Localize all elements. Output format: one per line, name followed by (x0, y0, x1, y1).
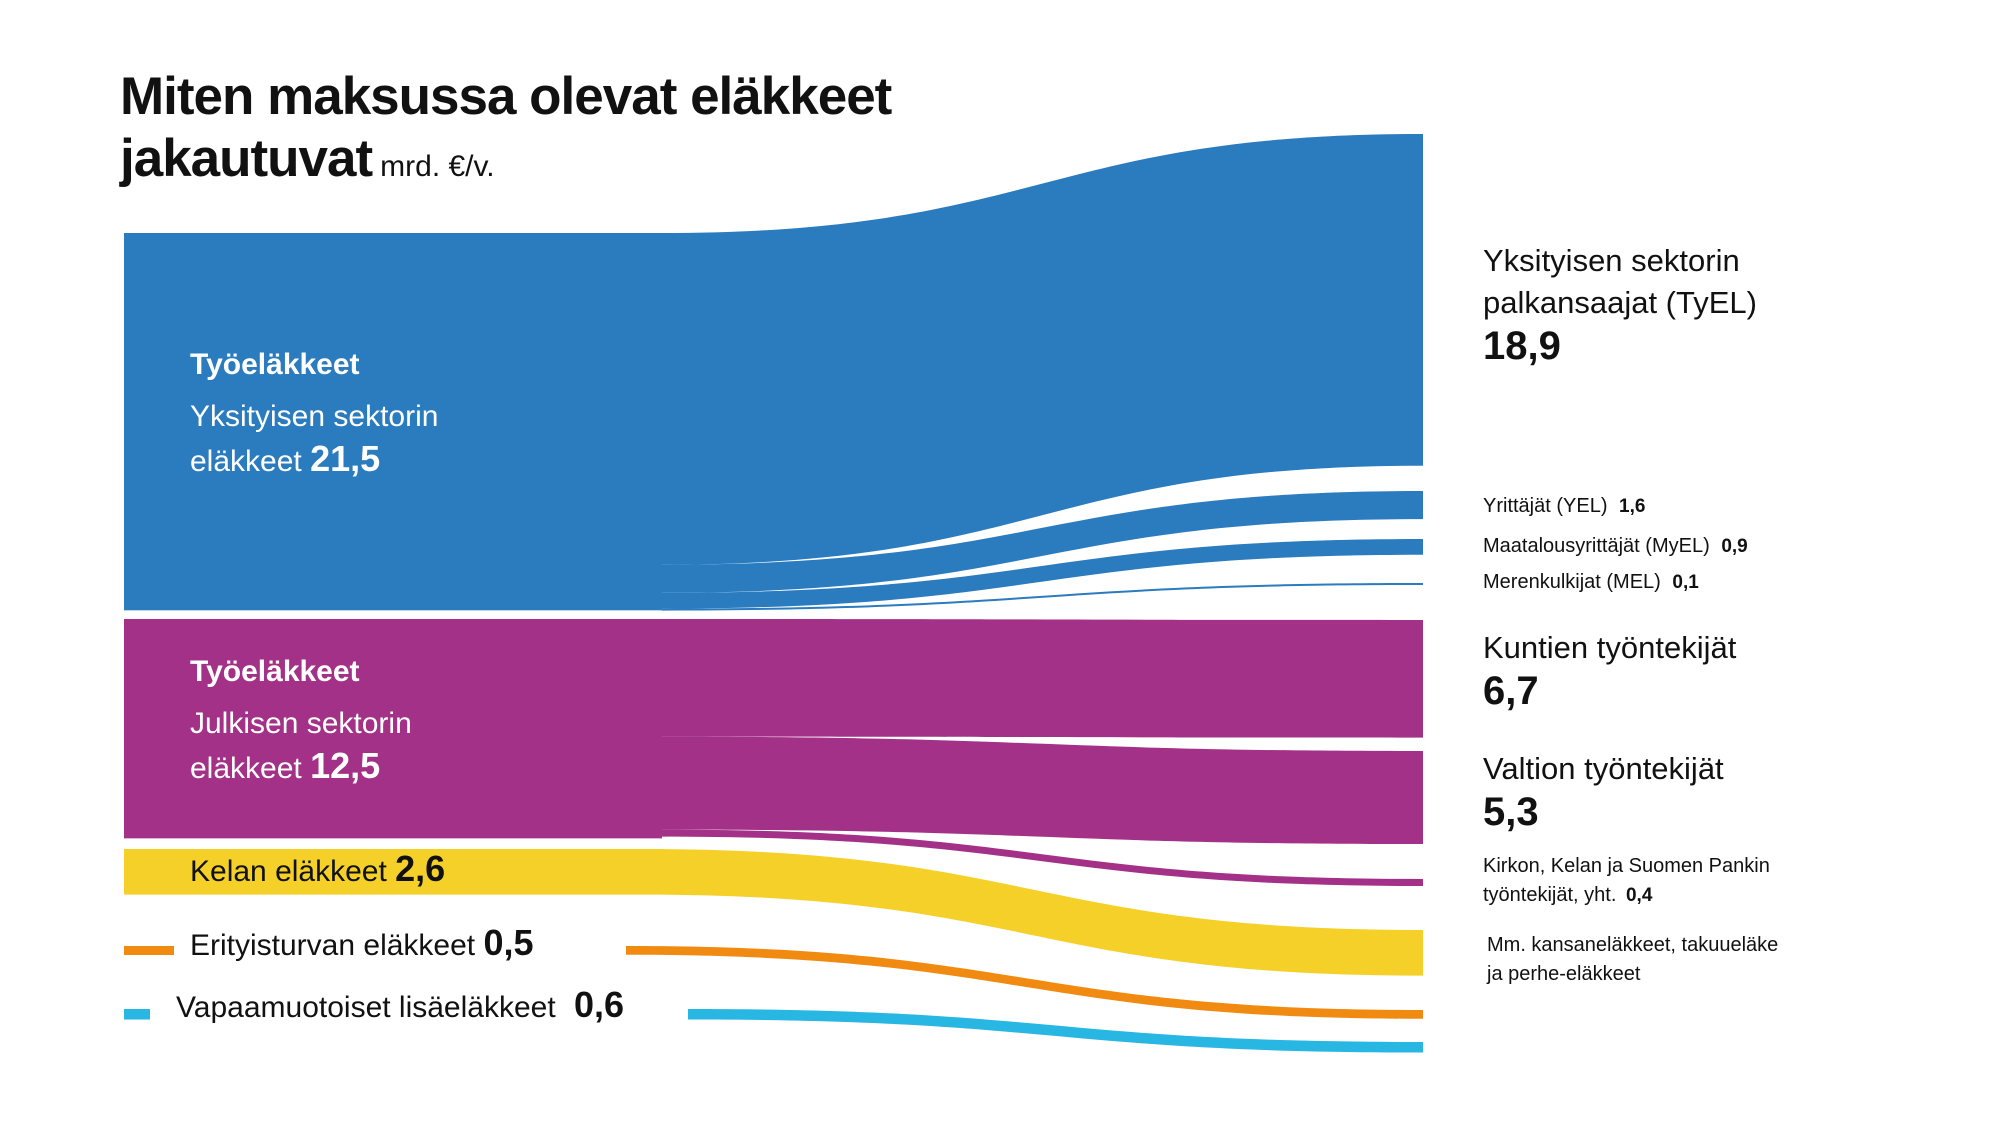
source-value-private: 21,5 (310, 438, 381, 479)
target-label-yel: Yrittäjät (YEL) 1,6 (1483, 492, 1645, 521)
flow-kirkko (662, 829, 1423, 887)
source-value-special: 0,5 (483, 922, 534, 963)
title-line-2: jakautuvat mrd. €/v. (120, 128, 891, 198)
target-label-tyel: Yksityisen sektorin palkansaajat (TyEL) … (1483, 240, 1757, 368)
flow-yel (662, 491, 1423, 593)
target-name-myel: Maatalousyrittäjät (MyEL) (1483, 535, 1710, 557)
flow-tyel (662, 134, 1423, 565)
target-name-yel: Yrittäjät (YEL) (1483, 495, 1608, 517)
source-name-special: Erityisturvan eläkkeet (190, 929, 476, 962)
source-label-special: Erityisturvan eläkkeet 0,5 (190, 922, 534, 964)
target-label-valtio: Valtion työntekijät 5,3 (1483, 748, 1724, 834)
target-value-valtio: 5,3 (1483, 790, 1539, 834)
target-label-myel: Maatalousyrittäjät (MyEL) 0,9 (1483, 532, 1748, 561)
target-name-kela-line2: ja perhe-eläkkeet (1487, 963, 1641, 985)
target-name-kirkko-line2: työntekijät, yht. (1483, 884, 1617, 906)
source-value-public: 12,5 (310, 745, 381, 786)
flow-kunta (662, 619, 1423, 738)
chart-title: Miten maksussa olevat eläkkeet jakautuva… (120, 66, 892, 198)
source-node-private (124, 233, 662, 611)
source-name-kela: Kelan eläkkeet (190, 855, 387, 888)
source-name-public-line1: Julkisen sektorin (190, 707, 412, 740)
source-node-public (124, 619, 662, 839)
source-node-kela (124, 849, 642, 895)
source-name-public-line2: eläkkeet (190, 752, 302, 785)
source-name-private-line2: eläkkeet (190, 445, 302, 478)
legend-dash-special (124, 946, 174, 955)
target-label-kirkko: Kirkon, Kelan ja Suomen Pankin työntekij… (1483, 852, 1770, 910)
flow-kela_t (642, 849, 1423, 976)
target-name-mel: Merenkulkijat (MEL) (1483, 571, 1661, 593)
source-header-public: Työeläkkeet (190, 655, 360, 688)
target-value-mel: 0,1 (1672, 572, 1699, 593)
source-name-private-line1: Yksityisen sektorin (190, 400, 439, 433)
target-value-tyel: 18,9 (1483, 324, 1561, 368)
target-name-kirkko-line1: Kirkon, Kelan ja Suomen Pankin (1483, 855, 1770, 877)
target-label-mel: Merenkulkijat (MEL) 0,1 (1483, 568, 1699, 597)
target-name-kunta: Kuntien työntekijät (1483, 630, 1737, 665)
legend-dash-voluntary (124, 1009, 150, 1020)
flow-mel (662, 583, 1423, 611)
target-name-valtio: Valtion työntekijät (1483, 751, 1724, 786)
title-line-1: Miten maksussa olevat eläkkeet (120, 67, 892, 126)
target-label-kela: Mm. kansaneläkkeet, takuueläke ja perhe-… (1487, 931, 1778, 989)
title-line-2-text: jakautuvat (120, 129, 373, 188)
unit-label: mrd. €/v. (380, 150, 495, 183)
flow-valtio (662, 736, 1423, 845)
source-value-kela: 2,6 (395, 848, 446, 889)
source-value-voluntary: 0,6 (574, 984, 625, 1025)
target-name-kela-line1: Mm. kansaneläkkeet, takuueläke (1487, 934, 1779, 956)
flow-special_t (626, 946, 1423, 1019)
target-value-kirkko: 0,4 (1625, 885, 1653, 906)
source-header-private: Työeläkkeet (190, 348, 360, 381)
flow-myel (662, 539, 1423, 609)
source-label-kela: Kelan eläkkeet 2,6 (190, 848, 445, 890)
source-label-public: Työeläkkeet Julkisen sektorin eläkkeet 1… (190, 651, 412, 790)
target-value-kunta: 6,7 (1483, 669, 1539, 713)
source-label-voluntary: Vapaamuotoiset lisäeläkkeet 0,6 (176, 984, 624, 1026)
target-value-myel: 0,9 (1721, 536, 1748, 557)
source-label-private: Työeläkkeet Yksityisen sektorin eläkkeet… (190, 344, 438, 483)
target-value-yel: 1,6 (1619, 496, 1646, 517)
source-name-voluntary: Vapaamuotoiset lisäeläkkeet (176, 991, 556, 1024)
flow-voluntary_t (688, 1009, 1423, 1053)
target-label-kunta: Kuntien työntekijät 6,7 (1483, 627, 1736, 713)
target-name-tyel-line2: palkansaajat (TyEL) (1483, 285, 1757, 320)
target-name-tyel-line1: Yksityisen sektorin (1483, 243, 1740, 278)
